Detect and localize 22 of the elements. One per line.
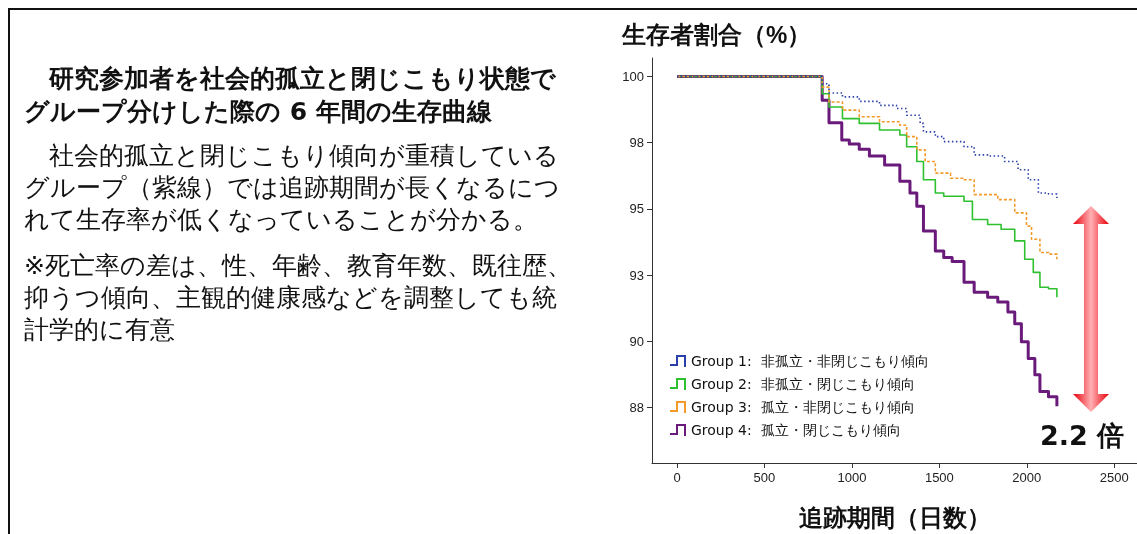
text: 研究参加者を社会的孤立と閉じこもり状態でグループ分けした際の 6 年間の生存曲線 bbox=[24, 63, 557, 128]
legend-label: Group 3: 孤立・非閉じこもり傾向 bbox=[691, 399, 915, 415]
x-axis-title: 追跡期間（日数） bbox=[798, 503, 991, 531]
annotation: 2.2 倍 bbox=[1040, 419, 1125, 453]
y-tick-label: 88 bbox=[629, 399, 644, 415]
y-tick-label: 100 bbox=[622, 69, 644, 85]
y-tick-label: 98 bbox=[629, 135, 644, 151]
x-tick-label: 500 bbox=[753, 470, 776, 485]
x-tick-label: 1000 bbox=[837, 470, 867, 485]
text: 社会的孤立と閉じこもり傾向が重積しているグループ（紫線）では追跡期間が長くなるにつれて生存率が低くなっていることが分かる。 bbox=[24, 140, 561, 236]
x-tick-label: 0 bbox=[673, 470, 681, 485]
y-tick-label: 93 bbox=[629, 267, 644, 283]
legend-label: Group 1: 非孤立・非閉じこもり傾向 bbox=[691, 353, 929, 369]
y-axis-title: 生存者割合（%） bbox=[621, 20, 812, 48]
x-tick-label: 2000 bbox=[1012, 470, 1042, 485]
text: ※死亡率の差は、性、年齢、教育年数、既往歴、抑うつ傾向、主観的健康感などを調整しても統計学的に有意 bbox=[24, 250, 573, 346]
legend-label: Group 4: 孤立・閉じこもり傾向 bbox=[691, 422, 901, 438]
x-tick-label: 1500 bbox=[924, 470, 954, 485]
legend-label: Group 2: 非孤立・閉じこもり傾向 bbox=[691, 376, 915, 392]
y-tick-label: 90 bbox=[629, 333, 644, 349]
y-tick-label: 95 bbox=[629, 201, 644, 217]
x-tick-label: 2500 bbox=[1099, 470, 1129, 485]
